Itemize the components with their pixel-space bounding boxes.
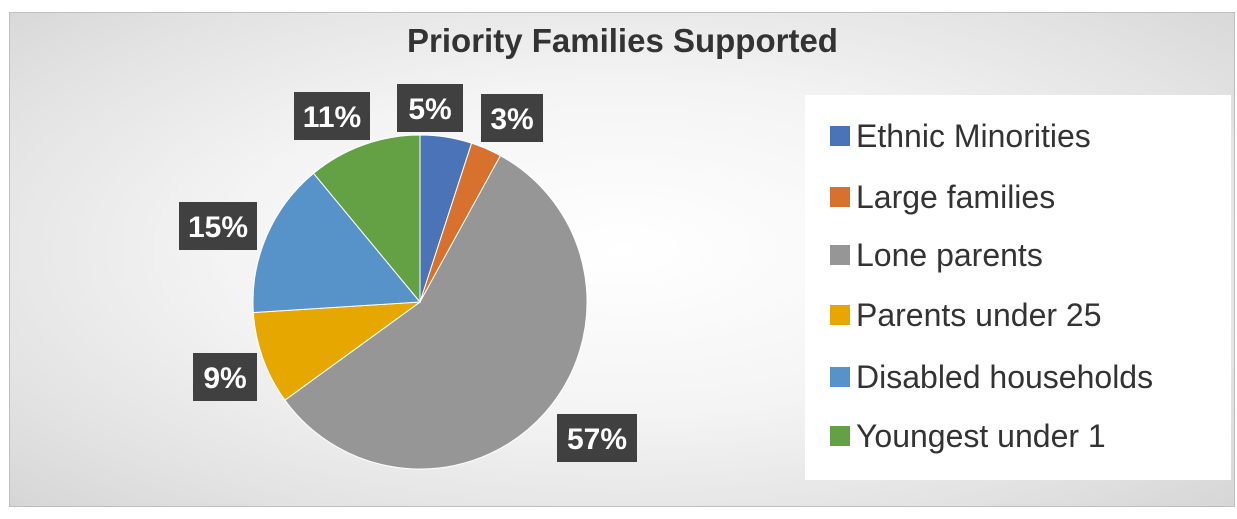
data-label-ethnic-minorities: 5% <box>397 84 463 132</box>
data-label-box <box>179 202 257 250</box>
legend: Ethnic Minorities Large families Lone pare… <box>805 95 1231 480</box>
legend-item-youngest-under-1: Youngest under 1 <box>805 416 1106 456</box>
pie-slice-lone-parents <box>284 154 588 470</box>
legend-item-lone-parents: Lone parents <box>805 235 1043 275</box>
data-label-large-families: 3% <box>481 94 543 142</box>
legend-label: Large families <box>856 178 1056 215</box>
pie-slice-parents-under-25 <box>252 301 422 401</box>
legend-swatch <box>830 367 850 387</box>
data-label-box <box>557 414 637 462</box>
data-label-text: 15% <box>188 211 248 244</box>
legend-label: Disabled households <box>856 358 1154 395</box>
data-label-text: 3% <box>490 103 533 136</box>
data-label-box <box>397 84 463 132</box>
pie-slice-youngest-under-1 <box>312 134 421 304</box>
pie-slice-disabled-households <box>252 172 422 314</box>
legend-swatch <box>830 187 850 207</box>
data-label-box <box>193 353 257 401</box>
legend-item-ethnic-minorities: Ethnic Minorities <box>805 116 1091 156</box>
legend-swatch <box>830 126 850 146</box>
data-label-text: 11% <box>303 101 361 134</box>
legend-item-parents-under-25: Parents under 25 <box>805 295 1102 335</box>
data-label-parents-under-25: 9% <box>193 353 257 401</box>
legend-item-large-families: Large families <box>805 177 1055 217</box>
legend-swatch <box>830 305 850 325</box>
data-label-lone-parents: 57% <box>557 414 637 462</box>
legend-swatch <box>830 426 850 446</box>
legend-label: Youngest under 1 <box>856 417 1106 454</box>
legend-label: Ethnic Minorities <box>856 117 1091 154</box>
legend-item-disabled-households: Disabled households <box>805 357 1153 397</box>
legend-swatch <box>830 245 850 265</box>
data-label-text: 9% <box>203 362 246 395</box>
data-label-box <box>481 94 543 142</box>
data-label-text: 5% <box>408 93 451 126</box>
data-label-box <box>294 92 370 140</box>
data-label-youngest-under-1: 11% <box>294 92 370 140</box>
data-label-text: 57% <box>567 423 627 456</box>
chart-title: Priority Families Supported <box>407 22 838 59</box>
legend-label: Lone parents <box>856 236 1043 273</box>
legend-label: Parents under 25 <box>856 296 1102 333</box>
data-label-disabled-households: 15% <box>179 202 257 250</box>
